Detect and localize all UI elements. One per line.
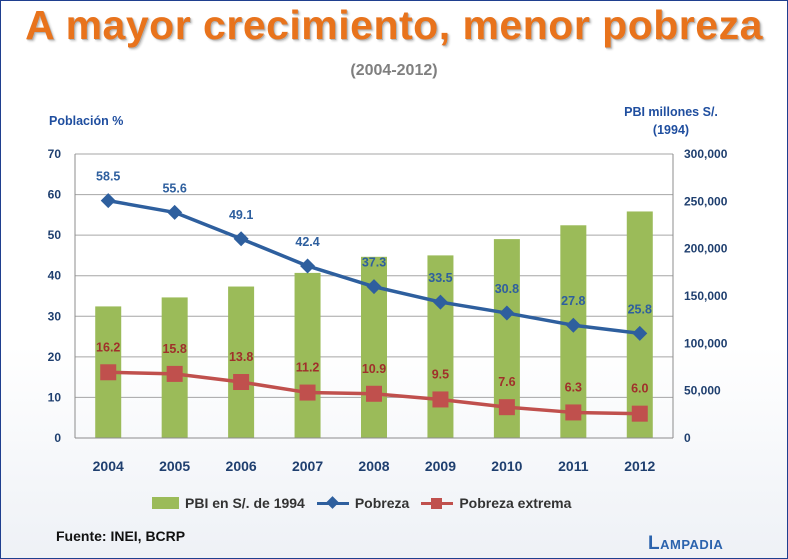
marker-pobreza-extrema [100, 364, 117, 381]
data-label-pobreza: 55.6 [162, 181, 186, 195]
marker-pobreza-extrema [366, 385, 382, 402]
y-right-tick-label: 300,000 [684, 147, 728, 161]
data-label-pobreza: 58.5 [96, 170, 120, 184]
data-label-pobreza-extrema: 6.0 [631, 382, 648, 396]
chart-legend: PBI en S/. de 1994 Pobreza Pobreza extre… [152, 493, 583, 513]
data-label-pobreza: 37.3 [362, 256, 386, 270]
data-label-pobreza-extrema: 11.2 [296, 361, 320, 375]
y-left-axis-title: Población % [49, 114, 124, 128]
marker-pobreza-extrema [565, 404, 582, 421]
x-tick-label: 2007 [292, 458, 323, 474]
data-label-pobreza-extrema: 7.6 [498, 375, 515, 389]
y-right-tick-label: 200,000 [684, 242, 728, 256]
y-left-tick-label: 10 [48, 390, 62, 404]
data-label-pobreza-extrema: 9.5 [432, 367, 449, 381]
data-label-pobreza: 30.8 [495, 282, 519, 296]
bar-pbi [294, 272, 321, 438]
y-left-tick-label: 70 [48, 147, 62, 161]
y-left-tick-label: 40 [48, 269, 62, 283]
marker-pobreza [300, 258, 316, 274]
data-label-pobreza-extrema: 15.8 [162, 342, 186, 356]
legend-diamond-swatch [316, 496, 349, 510]
data-label-pobreza: 33.5 [428, 271, 452, 285]
x-tick-label: 2011 [558, 458, 589, 474]
data-label-pobreza: 25.8 [628, 302, 652, 316]
legend-label-pbi: PBI en S/. de 1994 [185, 495, 305, 511]
x-tick-label: 2004 [93, 458, 124, 474]
marker-pobreza [565, 317, 581, 333]
legend-item-pobreza: Pobreza [316, 495, 410, 511]
x-tick-label: 2008 [358, 458, 389, 474]
marker-pobreza-extrema [432, 391, 449, 408]
y-left-tick-label: 30 [48, 309, 62, 323]
y-left-tick-label: 60 [48, 188, 62, 202]
y-right-axis-title: PBI millones S/. (1994) [606, 103, 736, 139]
marker-pobreza-extrema [166, 365, 183, 382]
bar-pbi [427, 255, 454, 438]
marker-pobreza-extrema [233, 374, 250, 391]
y-right-tick-label: 150,000 [684, 289, 728, 303]
chart-title: A mayor crecimiento, menor pobreza [25, 2, 763, 48]
marker-pobreza-extrema [498, 399, 515, 416]
marker-pobreza [100, 193, 116, 209]
marker-pobreza [366, 279, 382, 295]
y-left-tick-label: 50 [48, 228, 62, 242]
lampadia-logo: Lampadia [648, 533, 724, 554]
source-note: Fuente: INEI, BCRP [56, 528, 186, 544]
legend-item-pobreza-extrema: Pobreza extrema [421, 495, 571, 511]
y-right-axis-title-line2: (1994) [652, 123, 690, 137]
legend-bar-swatch [152, 497, 179, 509]
data-label-pobreza-extrema: 6.3 [565, 380, 582, 394]
data-label-pobreza-extrema: 13.8 [229, 350, 253, 364]
chart-subtitle: (2004-2012) [350, 62, 438, 79]
bar-pbi [228, 286, 255, 438]
x-tick-label: 2005 [159, 458, 190, 474]
x-tick-label: 2006 [226, 458, 257, 474]
y-right-tick-label: 0 [684, 431, 691, 445]
bar-pbi [626, 211, 653, 438]
legend-label-pobreza: Pobreza [354, 495, 410, 511]
marker-pobreza [432, 294, 448, 310]
y-left-tick-label: 20 [48, 350, 62, 364]
y-left-tick-label: 0 [54, 431, 61, 445]
y-right-tick-label: 50,000 [684, 384, 721, 398]
marker-pobreza [167, 204, 183, 220]
marker-pobreza [632, 325, 648, 341]
data-label-pobreza-extrema: 16.2 [96, 340, 120, 354]
data-label-pobreza-extrema: 10.9 [362, 362, 386, 376]
y-right-tick-label: 250,000 [684, 194, 728, 208]
marker-pobreza-extrema [299, 384, 316, 401]
x-tick-label: 2009 [425, 458, 456, 474]
legend-label-pobreza-extrema: Pobreza extrema [459, 495, 572, 511]
marker-pobreza-extrema [631, 405, 648, 422]
x-tick-label: 2010 [491, 458, 522, 474]
y-right-tick-label: 100,000 [684, 336, 728, 350]
marker-pobreza [499, 305, 515, 321]
data-label-pobreza: 49.1 [229, 208, 253, 222]
data-label-pobreza: 27.8 [561, 294, 585, 308]
x-tick-label: 2012 [624, 458, 655, 474]
y-right-axis-title-line1: PBI millones S/. [624, 105, 718, 119]
legend-square-swatch [421, 496, 454, 510]
marker-pobreza [233, 231, 249, 247]
data-label-pobreza: 42.4 [295, 235, 319, 249]
legend-item-pbi: PBI en S/. de 1994 [152, 495, 305, 511]
